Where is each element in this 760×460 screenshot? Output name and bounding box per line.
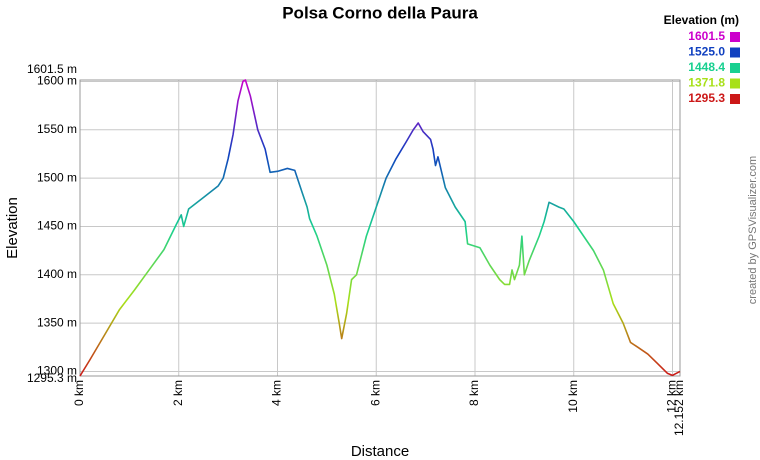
x-tick-label: 8 km <box>467 380 481 406</box>
credit: created by GPSVisualizer.com <box>747 156 759 304</box>
plot-border <box>79 79 681 377</box>
legend-label: 1295.3 <box>688 91 725 105</box>
legend-label: 1601.5 <box>688 29 725 43</box>
x-tick-label: 10 km <box>566 380 580 413</box>
legend-title: Elevation (m) <box>664 13 739 27</box>
y-tick-label: 1601.5 m <box>27 62 77 76</box>
x-tick-label: 0 km <box>72 380 86 406</box>
x-tick-label: 4 km <box>270 380 284 406</box>
chart-title: Polsa Corno della Paura <box>282 3 478 22</box>
y-tick-label: 1400 m <box>37 267 77 281</box>
legend-swatch <box>730 94 740 104</box>
legend-swatch <box>730 47 740 58</box>
x-tick-label: 2 km <box>171 380 185 406</box>
legend-label: 1448.4 <box>688 60 725 74</box>
x-tick-label: 12 km <box>665 380 679 413</box>
y-tick-label: 1295.3 m <box>27 371 77 385</box>
x-tick-label: 12.152 km <box>672 380 686 436</box>
legend-label: 1525.0 <box>688 45 725 59</box>
x-axis-label: Distance <box>351 443 409 460</box>
legend-label: 1371.8 <box>688 76 725 90</box>
y-axis-label: Elevation <box>4 197 21 259</box>
elevation-line <box>79 79 681 377</box>
legend-swatch <box>730 78 740 89</box>
y-tick-label: 1350 m <box>37 315 77 329</box>
legend-swatch <box>730 63 740 73</box>
y-tick-label: 1450 m <box>37 219 77 233</box>
plot-area <box>80 80 680 376</box>
legend-swatch <box>730 32 740 42</box>
y-tick-label: 1300 m <box>37 364 77 378</box>
y-tick-label: 1600 m <box>37 74 77 88</box>
y-tick-label: 1550 m <box>37 122 77 136</box>
x-tick-label: 6 km <box>368 380 382 406</box>
y-tick-label: 1500 m <box>37 170 77 184</box>
